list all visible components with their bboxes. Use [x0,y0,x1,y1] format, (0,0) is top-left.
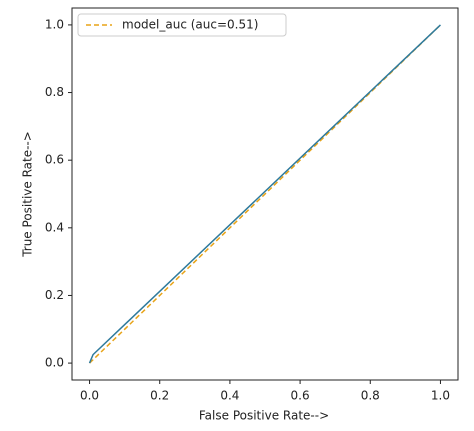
roc-line [89,24,441,364]
legend-label: model_auc (auc=0.51) [122,18,258,32]
roc-line [88,24,441,364]
x-axis-label: False Positive Rate--> [199,409,329,423]
legend-box [77,13,287,37]
x-tick-label: 0.2 [150,389,169,403]
x-tick-label: 0.0 [80,389,99,403]
x-tick-label: 0.6 [291,389,310,403]
y-tick-label: 0.4 [45,220,64,234]
x-tick-label: 0.8 [361,389,380,403]
y-tick-label: 0.8 [45,85,64,99]
y-axis-label: True Positive Rate--> [21,131,35,258]
plot-frame [71,7,459,381]
y-tick-label: 0.2 [45,288,64,302]
x-tick-label: 0.4 [220,389,239,403]
x-tick-label: 1.0 [431,389,450,403]
y-tick-label: 0.0 [45,356,64,370]
y-tick-label: 0.6 [45,153,64,167]
y-tick-label: 1.0 [45,17,64,31]
